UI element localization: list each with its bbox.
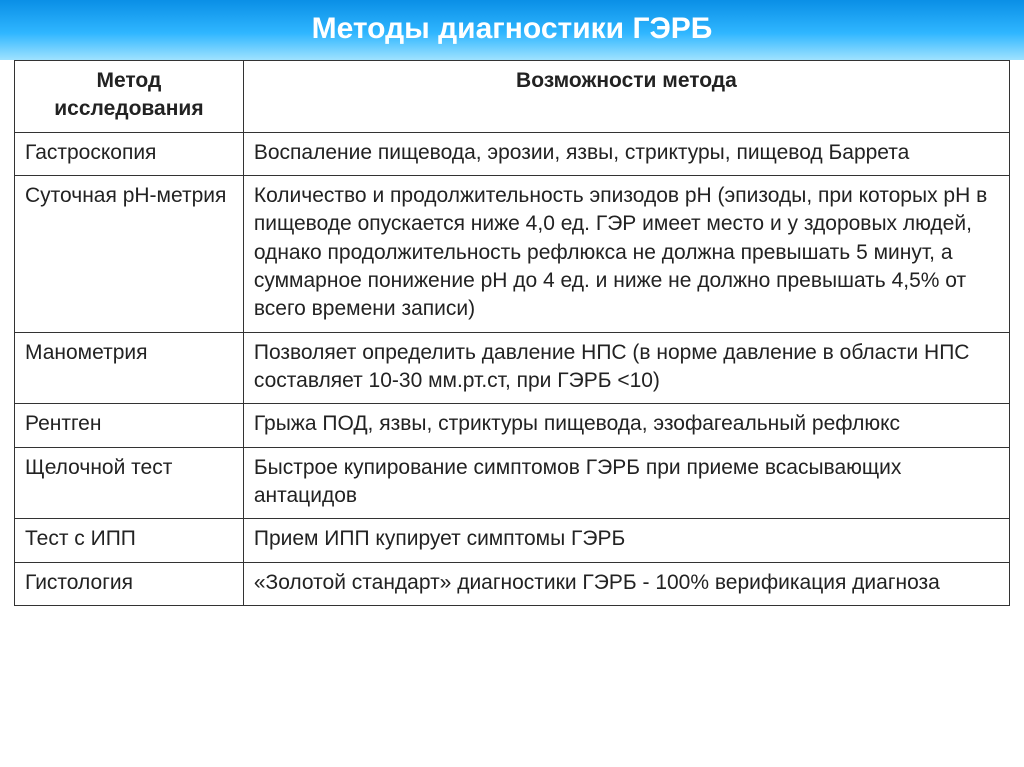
method-cell: Гастроскопия	[15, 132, 244, 175]
table-row: Гистология«Золотой стандарт» диагностики…	[15, 562, 1010, 605]
slide-title: Методы диагностики ГЭРБ	[0, 0, 1024, 60]
method-cell: Манометрия	[15, 332, 244, 404]
table-header-method: Метод исследования	[15, 61, 244, 133]
capabilities-cell: «Золотой стандарт» диагностики ГЭРБ - 10…	[243, 562, 1009, 605]
method-cell: Щелочной тест	[15, 447, 244, 519]
method-cell: Рентген	[15, 404, 244, 447]
table-row: ГастроскопияВоспаление пищевода, эрозии,…	[15, 132, 1010, 175]
capabilities-cell: Воспаление пищевода, эрозии, язвы, стрик…	[243, 132, 1009, 175]
table-header-capabilities: Возможности метода	[243, 61, 1009, 133]
method-cell: Суточная рН-метрия	[15, 176, 244, 333]
methods-table: Метод исследования Возможности метода Га…	[14, 60, 1010, 606]
method-cell: Гистология	[15, 562, 244, 605]
capabilities-cell: Позволяет определить давление НПС (в нор…	[243, 332, 1009, 404]
method-cell: Тест с ИПП	[15, 519, 244, 562]
table-row: Щелочной тестБыстрое купирование симптом…	[15, 447, 1010, 519]
table-row: Суточная рН-метрияКоличество и продолжит…	[15, 176, 1010, 333]
slide: Методы диагностики ГЭРБ Метод исследован…	[0, 0, 1024, 767]
capabilities-cell: Грыжа ПОД, язвы, стриктуры пищевода, эзо…	[243, 404, 1009, 447]
capabilities-cell: Быстрое купирование симптомов ГЭРБ при п…	[243, 447, 1009, 519]
capabilities-cell: Прием ИПП купирует симптомы ГЭРБ	[243, 519, 1009, 562]
capabilities-cell: Количество и продолжительность эпизодов …	[243, 176, 1009, 333]
table-row: Тест с ИПППрием ИПП купирует симптомы ГЭ…	[15, 519, 1010, 562]
table-header-row: Метод исследования Возможности метода	[15, 61, 1010, 133]
table-row: РентгенГрыжа ПОД, язвы, стриктуры пищево…	[15, 404, 1010, 447]
table-row: МанометрияПозволяет определить давление …	[15, 332, 1010, 404]
